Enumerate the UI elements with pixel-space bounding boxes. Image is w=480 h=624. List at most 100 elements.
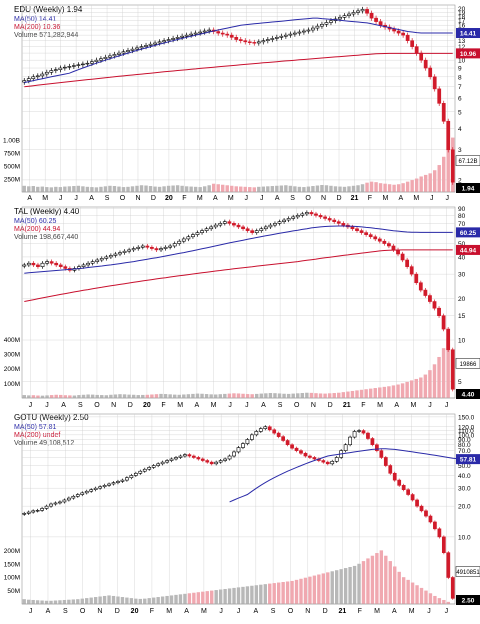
candle-body-edu xyxy=(374,17,378,22)
x-tick-label-edu: A xyxy=(275,195,280,202)
candle-body-gotu xyxy=(383,457,388,466)
candle-body-edu xyxy=(297,31,302,34)
x-tick-label-tal: N xyxy=(111,402,116,409)
badge-volume-tal: 19866 xyxy=(460,362,477,368)
volume-bar-tal xyxy=(36,395,40,398)
candle-body-edu xyxy=(274,37,279,39)
candle-body-gotu xyxy=(196,457,201,460)
volume-bar-gotu xyxy=(49,600,53,604)
volume-bar-gotu xyxy=(71,599,76,604)
volume-bar-edu xyxy=(166,185,171,192)
volume-bar-gotu xyxy=(85,598,89,604)
volume-bar-edu xyxy=(144,185,148,192)
volume-bar-gotu xyxy=(308,576,312,604)
ma50-line-gotu xyxy=(229,448,467,503)
candle-body-tal xyxy=(95,259,100,262)
y-tick-label-gotu: 80.0 xyxy=(458,442,471,449)
candle-body-gotu xyxy=(218,460,223,463)
legend-ma200-gotu: MA(200) undef xyxy=(14,432,60,439)
volume-bar-tal xyxy=(254,393,259,398)
candle-body-gotu xyxy=(388,465,393,474)
volume-tick-label-gotu: 150M xyxy=(4,561,20,568)
panel-edu: EDU (Weekly) 1.94 MA(50) 14.41 MA(200) 1… xyxy=(3,4,480,202)
candle-body-gotu xyxy=(120,479,125,482)
candle-body-gotu xyxy=(392,472,397,481)
volume-bar-gotu xyxy=(174,594,178,604)
y-tick-label-tal: 20 xyxy=(458,296,466,303)
volume-bar-gotu xyxy=(335,570,339,604)
candle-body-tal xyxy=(195,232,200,235)
candle-body-gotu xyxy=(254,431,259,436)
volume-bar-gotu xyxy=(379,550,384,604)
candle-body-edu xyxy=(437,88,442,104)
volume-bar-edu xyxy=(351,185,356,192)
candle-body-gotu xyxy=(227,455,232,460)
volume-bar-tal xyxy=(332,393,336,398)
volume-bar-tal xyxy=(109,394,113,398)
volume-bar-tal xyxy=(423,374,428,398)
candle-body-gotu xyxy=(151,465,156,468)
candle-body-gotu xyxy=(93,487,98,490)
candle-body-gotu xyxy=(142,468,147,472)
volume-bar-tal xyxy=(432,364,437,398)
candle-body-edu xyxy=(112,54,117,57)
candle-body-edu xyxy=(243,40,248,43)
badge-ma50-gotu-bg xyxy=(456,454,480,465)
volume-bar-gotu xyxy=(89,597,93,604)
candle-body-edu xyxy=(432,76,437,90)
x-tick-label-edu: A xyxy=(399,195,404,202)
candle-body-tal xyxy=(22,264,27,267)
volume-bar-tal xyxy=(396,384,400,398)
volume-bar-gotu xyxy=(406,579,410,604)
candle-body-tal xyxy=(222,221,227,224)
candle-body-tal xyxy=(450,349,455,390)
candle-body-edu xyxy=(157,41,162,44)
candle-body-tal xyxy=(168,245,173,248)
candle-body-tal xyxy=(250,230,255,233)
candle-body-gotu xyxy=(71,495,76,499)
volume-bar-edu xyxy=(103,186,108,192)
candle-body-tal xyxy=(332,219,337,222)
candle-body-tal xyxy=(181,238,186,242)
volume-bar-gotu xyxy=(183,593,187,604)
candle-body-edu xyxy=(410,40,415,47)
volume-bar-edu xyxy=(302,187,306,192)
candle-body-tal xyxy=(254,230,259,233)
volume-bar-edu xyxy=(329,185,333,192)
candle-body-edu xyxy=(256,41,261,44)
volume-bar-tal xyxy=(245,394,250,398)
candle-body-tal xyxy=(309,212,314,215)
volume-bar-tal xyxy=(318,393,323,398)
candle-body-tal xyxy=(409,266,414,275)
candle-body-edu xyxy=(279,35,284,38)
volume-bar-gotu xyxy=(272,583,276,604)
candle-body-edu xyxy=(392,28,396,32)
volume-bar-gotu xyxy=(442,599,446,604)
x-tick-label-edu: M xyxy=(382,195,388,202)
volume-bar-tal xyxy=(346,391,350,398)
volume-bar-tal xyxy=(95,394,99,398)
candle-body-edu xyxy=(31,76,36,79)
x-tick-label-gotu: A xyxy=(392,608,397,615)
candle-body-gotu xyxy=(352,431,357,438)
volume-bar-edu xyxy=(198,187,202,192)
volume-bar-gotu xyxy=(357,563,361,604)
volume-bar-gotu xyxy=(196,592,201,604)
volume-bar-edu xyxy=(320,185,324,192)
volume-bar-edu xyxy=(383,183,387,192)
volume-bar-edu xyxy=(234,186,238,192)
candle-body-gotu xyxy=(419,505,424,512)
volume-bar-gotu xyxy=(433,595,437,604)
x-tick-label-gotu: S xyxy=(271,608,276,615)
candle-body-gotu xyxy=(160,461,165,465)
volume-bar-gotu xyxy=(352,565,357,604)
y-tick-label-edu: 17 xyxy=(458,18,466,25)
volume-bar-tal xyxy=(172,394,177,398)
volume-bar-tal xyxy=(40,395,45,398)
candle-body-gotu xyxy=(276,432,281,437)
candle-body-gotu xyxy=(303,452,308,457)
volume-bar-tal xyxy=(122,394,127,398)
candle-body-edu xyxy=(81,63,85,66)
